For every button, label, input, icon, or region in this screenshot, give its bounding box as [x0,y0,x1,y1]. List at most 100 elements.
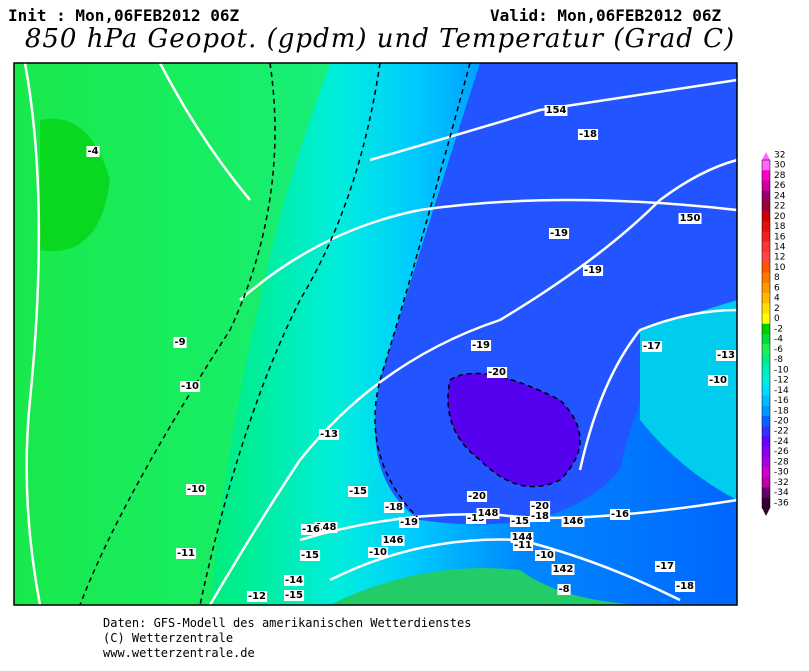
colorbar-label: 2 [774,304,780,314]
colorbar-arrow [762,152,770,160]
colorbar-segment [762,160,770,171]
footer-line: (C) Wetterzentrale [103,631,234,645]
colorbar-segment [762,344,770,355]
contour-label: -10 [709,375,727,386]
contour-label: -10 [369,547,387,558]
contour-label-box [314,522,338,533]
init-time: Init : Mon,06FEB2012 06Z [8,6,240,25]
contour-label: 146 [563,516,584,527]
colorbar-segment [762,180,770,192]
colorbar-segment [762,170,770,181]
contour-label-box [173,337,187,348]
contour-label: -15 [511,516,529,527]
contour-label: -10 [181,381,199,392]
colorbar-label: -26 [774,447,789,457]
colorbar-label: 4 [774,294,780,304]
contour-label: 148 [478,508,499,519]
contour-label: -18 [531,511,549,522]
colorbar-label: -14 [774,386,789,396]
contour-label-box [609,509,631,520]
contour-label-box [486,367,508,378]
colorbar-label: -12 [774,376,789,386]
contour-label: -18 [579,129,597,140]
contour-label-box [179,381,201,392]
colorbar-label: -18 [774,406,789,416]
contour-label: 146 [383,535,404,546]
colorbar-segment [762,456,770,468]
colorbar-segment [762,293,770,304]
colorbar-label: -24 [774,437,789,447]
contour-label-box [715,350,737,361]
contour-label-box [470,340,492,351]
contour-label-box [367,547,389,558]
colorbar-segment [762,241,770,253]
colorbar-label: 28 [774,171,786,181]
dashed-isotherms [79,62,581,606]
contour-label-box [544,105,568,116]
contour-label: 142 [553,564,574,575]
contour-label: -18 [385,502,403,513]
contour-label-box [678,213,702,224]
contour-label-box [347,486,369,497]
contour-label-box [476,508,500,519]
map-frame [13,62,738,606]
colorbar-segment [762,262,770,273]
colorbar-label: -6 [774,345,783,355]
colorbar-label: -30 [774,468,789,478]
contour-label-box [398,517,420,528]
colorbar-segment [762,415,770,427]
colorbar-segment [762,477,770,488]
contour-label-box [557,584,571,595]
colorbar-segment [762,385,770,396]
colorbar-label: 8 [774,273,780,283]
contour-label-box [509,516,531,527]
colorbar-segment [762,313,770,325]
contour-label-box [654,561,676,572]
contour-label: 144 [512,532,533,543]
contour-label: -17 [656,561,674,572]
contour-label-box [246,591,268,602]
colorbar-label: 20 [774,212,786,222]
colorbar-label: -32 [774,478,789,488]
contour-label-box [582,265,604,276]
colorbar-segment [762,334,770,345]
colorbar-label: 6 [774,283,780,293]
colorbar-segment [762,467,770,478]
contour-label-box [300,524,322,535]
contour-label: -19 [472,340,490,351]
colorbar-segment [762,395,770,406]
contour-label: -20 [531,501,549,512]
valid-time: Valid: Mon,06FEB2012 06Z [490,6,722,25]
colorbar-label: 16 [774,232,786,242]
contour-label: 150 [680,213,701,224]
contour-label: -15 [349,486,367,497]
contour-label: 154 [546,105,567,116]
footer-line: Daten: GFS-Modell des amerikanischen Wet… [103,616,472,630]
contour-label: -14 [285,575,303,586]
colorbar-segment [762,303,770,314]
colorbar-label: 12 [774,253,785,263]
contour-label-box [551,564,575,575]
colorbar-segment [762,436,770,447]
contour-label-box [577,129,599,140]
colorbar-segment [762,487,770,499]
contour-label: -16 [302,524,320,535]
contour-label-box [465,513,487,524]
colorbar-label: 22 [774,202,785,212]
footer-line: www.wetterzentrale.de [103,646,255,660]
colorbar-label: -20 [774,417,789,427]
contour-label: -15 [301,550,319,561]
contour-label: -11 [514,540,532,551]
contour-label-box [381,535,405,546]
colorbar-segment [762,354,770,366]
contour-label: -4 [87,146,98,157]
colorbar-label: -4 [774,335,783,345]
colorbar-label: -28 [774,457,789,467]
contour-label-box [641,341,663,352]
colorbar-segment [762,211,770,222]
colorbar-segment [762,231,770,243]
contour-label: -17 [643,341,661,352]
contour-label: -13 [717,350,735,361]
colorbar-label: 32 [774,150,785,160]
